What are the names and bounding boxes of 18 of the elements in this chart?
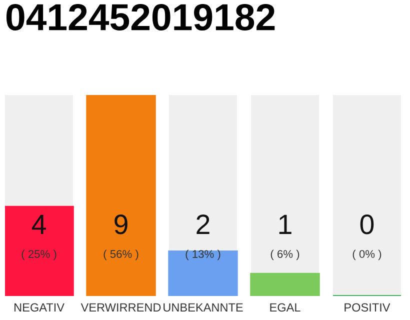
annotation: ( 56% ) (104, 250, 138, 260)
annotation: ( 25% ) (22, 250, 56, 260)
annotation: ( 0% ) (352, 250, 382, 260)
data-label: 0 (360, 214, 374, 234)
data-label: 9 (114, 214, 128, 234)
annotation: ( 6% ) (270, 250, 300, 260)
x-tick-label: NEGATIV (14, 303, 64, 312)
bar (250, 272, 320, 296)
x-tick-label: POSITIV (344, 303, 390, 312)
annotation: ( 13% ) (186, 250, 220, 260)
x-tick-label: UNBEKANNTE (164, 303, 243, 312)
chart-title: 0412452019182 (6, 4, 275, 31)
data-label: 4 (32, 214, 46, 234)
data-label: 1 (279, 214, 292, 234)
x-tick-label: VERWIRREND (80, 303, 161, 312)
data-label: 2 (196, 214, 210, 234)
x-tick-label: EGAL (270, 303, 300, 312)
bar (168, 250, 238, 296)
